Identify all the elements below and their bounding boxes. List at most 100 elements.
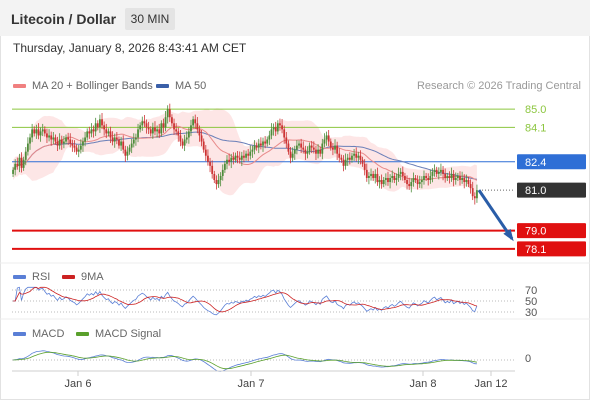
x-tick-label: Jan 12	[474, 378, 507, 390]
candle-body	[393, 175, 396, 181]
candle-body	[120, 141, 122, 146]
candle-body	[207, 155, 209, 162]
candle-body	[382, 180, 385, 185]
candle-body	[370, 173, 372, 176]
candle-body	[94, 123, 97, 132]
ma50-swatch	[156, 84, 169, 89]
support-label-box	[517, 241, 586, 257]
candle-body	[452, 173, 455, 181]
candle-body	[238, 157, 241, 160]
last-label-box	[517, 182, 586, 198]
candle-body	[461, 177, 464, 181]
candle-body	[58, 139, 61, 146]
candle-body	[41, 129, 44, 132]
candle-body	[276, 123, 279, 132]
candle-body	[171, 117, 173, 124]
candle-body	[408, 184, 411, 187]
candle-body	[103, 125, 106, 130]
candle-body	[255, 145, 258, 148]
candle-body	[84, 137, 86, 142]
candle-body	[425, 175, 428, 178]
candle-body	[204, 149, 207, 156]
candle-body	[444, 173, 447, 178]
candle-body	[365, 169, 368, 178]
candle-body	[198, 129, 201, 136]
candle-body	[185, 137, 188, 140]
candle-body	[374, 173, 377, 178]
candle-body	[264, 141, 267, 144]
candle-body	[130, 143, 133, 148]
candle-body	[295, 145, 298, 150]
candle-body	[442, 169, 444, 174]
candle-body	[397, 173, 400, 178]
candle-body	[132, 139, 135, 144]
candle-body	[423, 175, 425, 181]
candle-body	[467, 180, 470, 185]
candle-body	[26, 143, 29, 152]
candle-body	[105, 129, 108, 134]
candle-body	[215, 180, 218, 185]
candle-body	[431, 171, 434, 176]
candle-body	[351, 155, 353, 160]
candle-body	[257, 143, 260, 148]
candle-body	[368, 175, 370, 178]
candle-body	[348, 157, 351, 160]
candle-body	[31, 129, 34, 138]
candle-body	[221, 169, 224, 176]
interval-button[interactable]: 30 MIN	[125, 8, 175, 30]
candle-body	[404, 175, 406, 181]
candle-body	[190, 125, 192, 132]
candle-body	[175, 129, 178, 132]
candle-body	[234, 155, 237, 160]
candle-body	[35, 129, 38, 134]
last-label: 81.0	[525, 185, 546, 197]
candle-body	[372, 173, 375, 178]
legend-rsi-ma: 9MA	[62, 271, 104, 283]
candle-body	[168, 109, 171, 118]
candle-body	[310, 145, 313, 148]
candle-body	[306, 151, 309, 154]
candle-body	[211, 165, 214, 174]
candle-body	[357, 155, 360, 158]
research-credit: Research © 2026 Trading Central	[416, 80, 581, 92]
resistance-label: 84.1	[525, 122, 546, 134]
x-tick-label: Jan 6	[65, 378, 92, 390]
candle-body	[420, 180, 423, 183]
candle-body	[149, 129, 152, 134]
candle-body	[359, 155, 362, 160]
candle-body	[126, 151, 129, 156]
candle-body	[433, 169, 436, 172]
instrument-title: Litecoin / Dollar	[11, 11, 117, 27]
candle-body	[226, 159, 228, 164]
candle-body	[154, 127, 156, 132]
candle-body	[99, 119, 101, 128]
candle-body	[194, 119, 197, 124]
candle-body	[118, 139, 120, 146]
candle-body	[429, 175, 432, 181]
support-label: 78.1	[525, 244, 546, 256]
candle-body	[200, 135, 203, 142]
candle-body	[399, 171, 402, 174]
candle-body	[39, 131, 42, 136]
ma20-label: MA 20 + Bollinger Bands	[32, 80, 153, 92]
x-tick-label: Jan 7	[238, 378, 265, 390]
candle-body	[54, 137, 57, 142]
candle-body	[151, 127, 154, 134]
candle-body	[52, 137, 55, 140]
rsi-ma-line	[13, 286, 477, 313]
candle-body	[279, 123, 281, 126]
candle-body	[448, 175, 451, 178]
candle-body	[219, 175, 222, 181]
candle-body	[414, 177, 417, 181]
candle-body	[355, 153, 358, 158]
candle-body	[50, 135, 53, 140]
candle-body	[96, 123, 99, 128]
candle-body	[92, 129, 95, 132]
candle-body	[459, 175, 461, 181]
candle-body	[236, 155, 239, 158]
candle-body	[384, 177, 387, 181]
candle-body	[143, 121, 146, 124]
candle-body	[181, 141, 184, 146]
legend-ma50: MA 50	[156, 80, 206, 92]
